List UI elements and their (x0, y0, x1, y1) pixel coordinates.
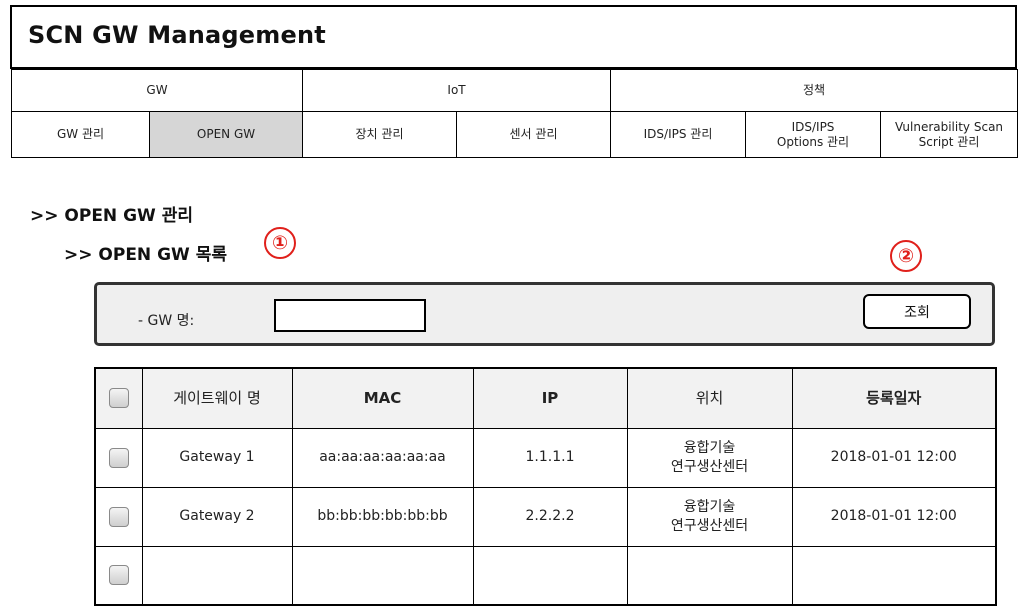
page-subheading: >> OPEN GW 목록 (64, 245, 227, 265)
cell-location: 융합기술 연구생산센터 (626, 427, 793, 488)
nav-item-sensor-manage[interactable]: 센서 관리 (456, 111, 612, 158)
nav-item-ids-ips-manage[interactable]: IDS/IPS 관리 (610, 111, 747, 158)
location-line1: 융합기술 (683, 498, 736, 515)
app-title: SCN GW Management (28, 21, 326, 49)
nav-item-label-line2: Options 관리 (776, 134, 850, 149)
nav-item-device-manage[interactable]: 장치 관리 (302, 111, 458, 158)
location-line2: 연구생산센터 (670, 517, 749, 534)
row-checkbox[interactable] (108, 506, 129, 527)
cell-location (626, 545, 793, 606)
search-panel: - GW 명: 조회 (94, 282, 995, 346)
column-header-name: 게이트웨이 명 (141, 367, 293, 429)
gw-name-input[interactable] (274, 299, 426, 332)
nav-item-label-line2: Script 관리 (918, 134, 980, 149)
nav-item-gw-manage[interactable]: GW 관리 (11, 111, 150, 158)
column-header-location: 위치 (626, 367, 793, 429)
column-header-mac: MAC (291, 367, 474, 429)
table-row[interactable]: Gateway 2 bb:bb:bb:bb:bb:bb 2.2.2.2 융합기술… (94, 486, 997, 547)
nav-group-policy[interactable]: 정책 (610, 69, 1019, 112)
row-checkbox[interactable] (108, 565, 129, 586)
column-header-ip: IP (472, 367, 628, 429)
gw-name-label: - GW 명: (138, 313, 195, 329)
table-header-row: 게이트웨이 명 MAC IP 위치 등록일자 (94, 367, 997, 429)
nav-item-ids-ips-options[interactable]: IDS/IPS Options 관리 (745, 111, 882, 158)
nav-group-gw[interactable]: GW (10, 69, 304, 112)
cell-gateway-name: Gateway 1 (141, 427, 293, 488)
nav-item-label-line1: IDS/IPS (791, 119, 835, 134)
app-header: SCN GW Management (10, 5, 1017, 69)
cell-mac: bb:bb:bb:bb:bb:bb (291, 486, 474, 547)
nav-group-iot[interactable]: IoT (302, 69, 612, 112)
gateway-table: 게이트웨이 명 MAC IP 위치 등록일자 Gateway 1 aa:aa:a… (94, 367, 997, 606)
page-heading: >> OPEN GW 관리 (30, 206, 193, 226)
row-select-cell (94, 427, 143, 488)
row-checkbox[interactable] (108, 447, 129, 468)
cell-date (791, 545, 997, 606)
cell-gateway-name: Gateway 2 (141, 486, 293, 547)
column-header-date: 등록일자 (791, 367, 997, 429)
table-row[interactable] (94, 545, 997, 606)
cell-ip (472, 545, 628, 606)
nav-item-label-line1: Vulnerability Scan (895, 119, 1004, 134)
cell-location: 융합기술 연구생산센터 (626, 486, 793, 547)
main-nav: GW IoT 정책 GW 관리 OPEN GW 장치 관리 센서 관리 IDS/… (10, 69, 1019, 158)
cell-gateway-name (141, 545, 293, 606)
row-select-cell (94, 545, 143, 606)
annotation-marker-1: ① (264, 227, 296, 259)
annotation-marker-2: ② (890, 240, 922, 272)
cell-mac: aa:aa:aa:aa:aa:aa (291, 427, 474, 488)
cell-ip: 1.1.1.1 (472, 427, 628, 488)
search-button[interactable]: 조회 (863, 294, 971, 329)
table-row[interactable]: Gateway 1 aa:aa:aa:aa:aa:aa 1.1.1.1 융합기술… (94, 427, 997, 488)
cell-date: 2018-01-01 12:00 (791, 486, 997, 547)
nav-item-vuln-scan-script[interactable]: Vulnerability Scan Script 관리 (880, 111, 1019, 158)
location-line2: 연구생산센터 (670, 458, 749, 475)
location-line1: 융합기술 (683, 439, 736, 456)
cell-ip: 2.2.2.2 (472, 486, 628, 547)
cell-mac (291, 545, 474, 606)
row-select-cell (94, 486, 143, 547)
nav-item-open-gw[interactable]: OPEN GW (148, 111, 304, 158)
cell-date: 2018-01-01 12:00 (791, 427, 997, 488)
select-all-cell (94, 367, 143, 429)
select-all-checkbox[interactable] (108, 388, 129, 409)
